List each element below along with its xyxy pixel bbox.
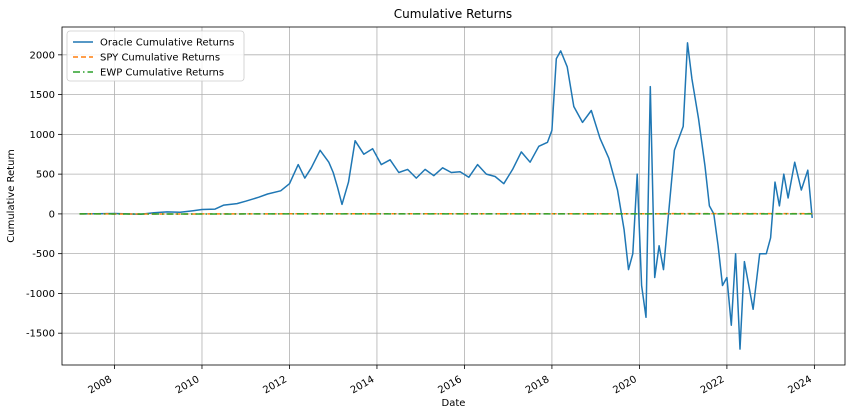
series-layer	[79, 42, 813, 350]
plot-area	[62, 27, 845, 365]
y-tick-label: -500	[32, 249, 55, 260]
y-tick-label: 500	[36, 170, 55, 181]
plot-frame	[61, 26, 846, 366]
legend-label-1: SPY Cumulative Returns	[100, 53, 220, 64]
y-tick-label: 2000	[30, 50, 55, 61]
grid-lines	[62, 27, 845, 365]
y-tick-label: -1500	[26, 329, 55, 340]
x-axis-label: Date	[442, 398, 466, 409]
y-tick-label: 0	[49, 209, 55, 220]
y-axis: -1500 -1000 -500 0 500 1000 1500 2000	[26, 50, 62, 340]
y-axis-label: Cumulative Return	[6, 149, 17, 242]
legend: Oracle Cumulative Returns SPY Cumulative …	[66, 30, 245, 82]
series-line-0	[79, 42, 813, 350]
y-tick-label: 1000	[30, 130, 55, 141]
chart-title: Cumulative Returns	[394, 7, 512, 21]
y-tick-label: -1000	[26, 289, 55, 300]
y-tick-label: 1500	[30, 90, 55, 101]
legend-frame	[66, 30, 245, 82]
legend-label-2: EWP Cumulative Returns	[100, 68, 224, 79]
legend-label-0: Oracle Cumulative Returns	[100, 38, 234, 49]
